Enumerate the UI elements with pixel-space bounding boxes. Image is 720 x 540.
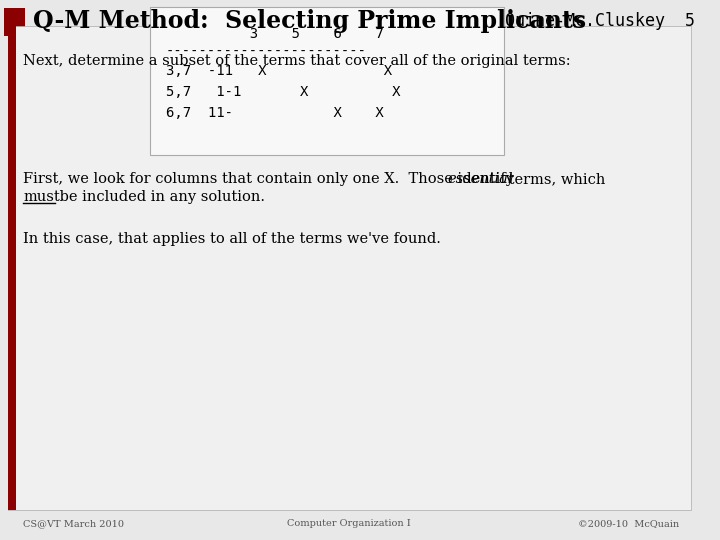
FancyBboxPatch shape <box>8 26 690 510</box>
Text: 6,7  11-            X    X: 6,7 11- X X <box>166 106 384 120</box>
Text: CS@VT March 2010: CS@VT March 2010 <box>23 519 125 529</box>
Text: 3,7  -11   X              X: 3,7 -11 X X <box>166 64 392 78</box>
FancyBboxPatch shape <box>150 7 505 155</box>
Bar <box>8 26 16 510</box>
Text: Q-M Method:  Selecting Prime Implicants: Q-M Method: Selecting Prime Implicants <box>33 9 586 33</box>
Text: essential: essential <box>447 172 513 186</box>
Text: Next, determine a subset of the terms that cover all of the original terms:: Next, determine a subset of the terms th… <box>23 54 571 68</box>
Text: be included in any solution.: be included in any solution. <box>55 190 265 204</box>
Text: ------------------------: ------------------------ <box>166 45 367 59</box>
Text: terms, which: terms, which <box>503 172 605 186</box>
Text: Quine-Mc.Cluskey  5: Quine-Mc.Cluskey 5 <box>505 12 695 30</box>
Text: 5,7   1-1       X          X: 5,7 1-1 X X <box>166 85 400 99</box>
Bar <box>4 8 25 36</box>
Text: Computer Organization I: Computer Organization I <box>287 519 411 529</box>
Text: must: must <box>23 190 60 204</box>
Text: First, we look for columns that contain only one X.  Those identify: First, we look for columns that contain … <box>23 172 519 186</box>
Text: 3    5    6    7: 3 5 6 7 <box>166 27 384 41</box>
Text: ©2009-10  McQuain: ©2009-10 McQuain <box>578 519 679 529</box>
Text: In this case, that applies to all of the terms we've found.: In this case, that applies to all of the… <box>23 232 441 246</box>
